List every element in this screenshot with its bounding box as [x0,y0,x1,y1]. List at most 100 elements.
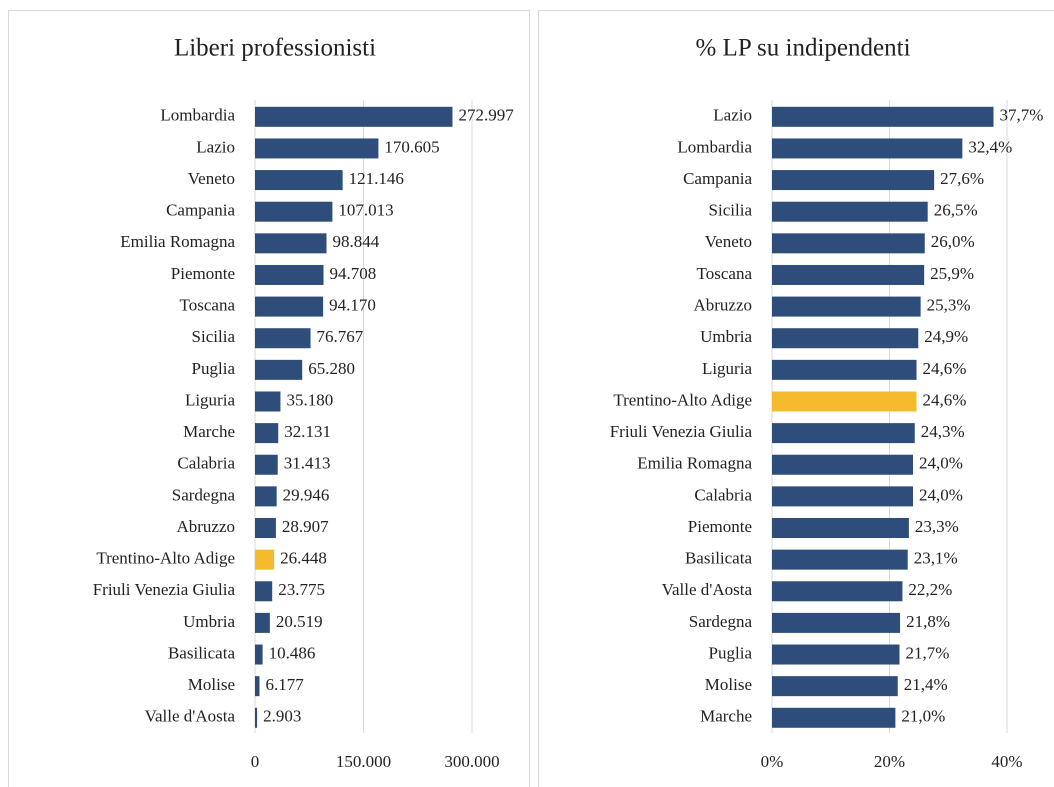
bar [772,707,896,728]
y-tick-label: Basilicata [685,549,752,568]
data-label: 23,3% [915,517,959,536]
y-tick-label: Sicilia [192,327,236,346]
data-label: 94.170 [329,296,376,315]
chart-title: Liberi professionisti [174,35,376,62]
bar [255,423,279,444]
bar [772,518,909,539]
y-tick-label: Trentino-Alto Adige [613,390,752,409]
data-label: 2.903 [263,707,301,726]
y-tick-label: Veneto [188,169,235,188]
bar [255,612,270,633]
y-tick-label: Abruzzo [693,296,752,315]
data-label: 21,4% [904,675,948,694]
data-label: 37,7% [999,106,1043,125]
data-label: 121.146 [349,169,404,188]
bar [255,644,263,665]
data-label: 27,6% [940,169,984,188]
data-label: 22,2% [908,580,952,599]
data-label: 20.519 [276,612,323,631]
data-label: 32.131 [284,422,331,441]
y-tick-label: Valle d'Aosta [662,580,753,599]
data-label: 107.013 [338,201,393,220]
y-tick-label: Molise [705,675,752,694]
bar [255,581,273,602]
y-tick-label: Marche [700,707,752,726]
bar [255,549,275,570]
data-label: 65.280 [308,359,355,378]
y-tick-label: Liguria [702,359,752,378]
y-tick-label: Umbria [183,612,235,631]
data-label: 10.486 [269,643,316,662]
bar [772,170,935,191]
y-tick-label: Campania [683,169,752,188]
y-tick-label: Emilia Romagna [637,454,752,473]
data-label: 25,9% [930,264,974,283]
panel [8,10,530,787]
data-label: 24,6% [923,390,967,409]
panel [538,10,1054,787]
bar [772,644,900,665]
y-tick-label: Lazio [196,137,235,156]
bar [255,359,303,380]
data-label: 272.997 [458,106,514,125]
bar [772,486,913,507]
bar [772,201,928,222]
x-tick-label: 0% [761,752,784,771]
bar [772,581,903,602]
bar [255,233,327,254]
x-tick-label: 20% [874,752,905,771]
y-tick-label: Piemonte [171,264,235,283]
bar [255,264,324,285]
y-tick-label: Calabria [694,485,752,504]
data-label: 23,1% [914,549,958,568]
y-tick-label: Molise [188,675,235,694]
y-tick-label: Umbria [700,327,752,346]
bar [255,106,453,127]
data-label: 26,0% [931,232,975,251]
bar [772,612,901,633]
y-tick-label: Lombardia [677,137,752,156]
y-tick-label: Toscana [697,264,753,283]
y-tick-label: Valle d'Aosta [145,707,236,726]
data-label: 76.767 [317,327,364,346]
bar [255,454,278,475]
bar [255,201,333,222]
y-tick-label: Emilia Romagna [120,232,235,251]
bar [772,296,921,317]
data-label: 21,0% [901,707,945,726]
bar [255,138,379,159]
data-label: 21,8% [906,612,950,631]
data-label: 25,3% [927,296,971,315]
bar [772,359,917,380]
data-label: 24,6% [923,359,967,378]
y-tick-label: Sicilia [709,201,753,220]
y-tick-label: Friuli Venezia Giulia [610,422,753,441]
bar [772,328,919,349]
bar [772,454,913,475]
bar [255,676,260,697]
bar [255,707,258,728]
data-label: 29.946 [283,485,330,504]
data-label: 32,4% [968,137,1012,156]
bar [772,233,925,254]
data-label: 26.448 [280,549,327,568]
data-label: 24,9% [924,327,968,346]
y-tick-label: Toscana [180,296,236,315]
data-label: 24,0% [919,454,963,473]
x-tick-label: 300.000 [444,752,499,771]
bar [772,264,925,285]
y-tick-label: Friuli Venezia Giulia [93,580,236,599]
y-tick-label: Liguria [185,390,235,409]
data-label: 6.177 [265,675,304,694]
data-label: 24,0% [919,485,963,504]
data-label: 170.605 [384,137,439,156]
y-tick-label: Lazio [713,106,752,125]
y-tick-label: Puglia [192,359,236,378]
y-tick-label: Lombardia [160,106,235,125]
data-label: 31.413 [284,454,331,473]
y-tick-label: Abruzzo [176,517,235,536]
y-tick-label: Sardegna [689,612,753,631]
data-label: 26,5% [934,201,978,220]
x-tick-label: 0 [251,752,260,771]
